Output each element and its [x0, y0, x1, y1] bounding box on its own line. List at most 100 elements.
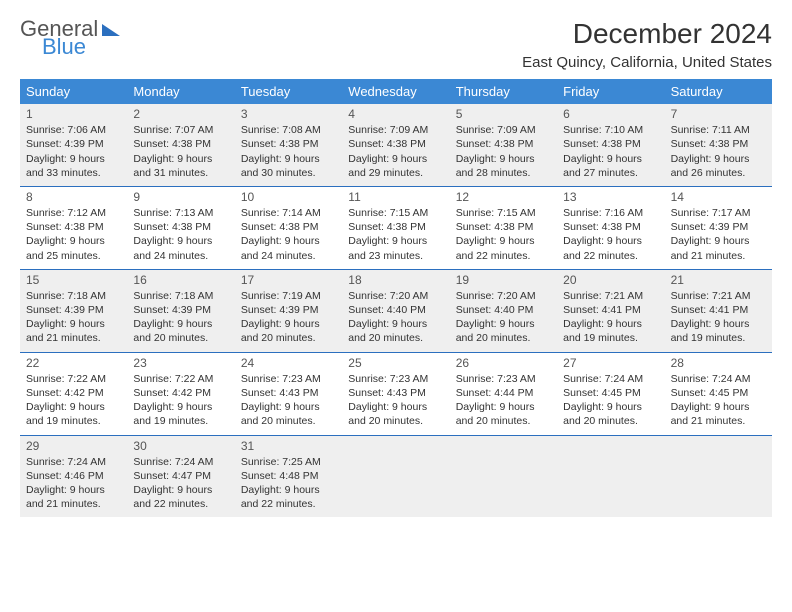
day-day2: and 28 minutes.	[456, 166, 551, 180]
day-sunrise: Sunrise: 7:19 AM	[241, 289, 336, 303]
day-number: 13	[563, 189, 658, 205]
day-number: 30	[133, 438, 228, 454]
brand-line2: Blue	[42, 36, 120, 58]
day-day1: Daylight: 9 hours	[563, 234, 658, 248]
day-sunrise: Sunrise: 7:09 AM	[456, 123, 551, 137]
day-day1: Daylight: 9 hours	[133, 234, 228, 248]
day-sunrise: Sunrise: 7:20 AM	[456, 289, 551, 303]
calendar-day-cell: 2Sunrise: 7:07 AMSunset: 4:38 PMDaylight…	[127, 104, 234, 186]
day-number: 11	[348, 189, 443, 205]
day-day1: Daylight: 9 hours	[456, 317, 551, 331]
calendar-week: 29Sunrise: 7:24 AMSunset: 4:46 PMDayligh…	[20, 436, 772, 518]
day-number: 19	[456, 272, 551, 288]
day-sunrise: Sunrise: 7:07 AM	[133, 123, 228, 137]
day-day1: Daylight: 9 hours	[456, 234, 551, 248]
day-day2: and 20 minutes.	[348, 331, 443, 345]
dayhead-wednesday: Wednesday	[342, 79, 449, 104]
day-day1: Daylight: 9 hours	[133, 483, 228, 497]
day-sunrise: Sunrise: 7:10 AM	[563, 123, 658, 137]
day-number: 26	[456, 355, 551, 371]
day-day1: Daylight: 9 hours	[241, 317, 336, 331]
day-number: 1	[26, 106, 121, 122]
day-sunset: Sunset: 4:48 PM	[241, 469, 336, 483]
dayhead-thursday: Thursday	[450, 79, 557, 104]
day-sunrise: Sunrise: 7:21 AM	[563, 289, 658, 303]
calendar-day-cell: 27Sunrise: 7:24 AMSunset: 4:45 PMDayligh…	[557, 353, 664, 435]
day-number: 8	[26, 189, 121, 205]
calendar-day-cell: 24Sunrise: 7:23 AMSunset: 4:43 PMDayligh…	[235, 353, 342, 435]
calendar-day-cell: 17Sunrise: 7:19 AMSunset: 4:39 PMDayligh…	[235, 270, 342, 352]
page-title: December 2024	[522, 18, 772, 50]
day-sunset: Sunset: 4:38 PM	[563, 137, 658, 151]
day-day2: and 19 minutes.	[133, 414, 228, 428]
day-sunrise: Sunrise: 7:24 AM	[563, 372, 658, 386]
calendar-day-cell: 25Sunrise: 7:23 AMSunset: 4:43 PMDayligh…	[342, 353, 449, 435]
day-day1: Daylight: 9 hours	[563, 400, 658, 414]
day-sunset: Sunset: 4:42 PM	[26, 386, 121, 400]
day-day1: Daylight: 9 hours	[671, 234, 766, 248]
day-sunrise: Sunrise: 7:20 AM	[348, 289, 443, 303]
day-sunset: Sunset: 4:38 PM	[456, 137, 551, 151]
day-day2: and 25 minutes.	[26, 249, 121, 263]
day-number: 27	[563, 355, 658, 371]
calendar-week: 15Sunrise: 7:18 AMSunset: 4:39 PMDayligh…	[20, 270, 772, 353]
day-sunset: Sunset: 4:38 PM	[26, 220, 121, 234]
day-sunset: Sunset: 4:38 PM	[348, 137, 443, 151]
dayhead-saturday: Saturday	[665, 79, 772, 104]
day-sunrise: Sunrise: 7:12 AM	[26, 206, 121, 220]
day-day1: Daylight: 9 hours	[348, 400, 443, 414]
calendar-day-cell: 29Sunrise: 7:24 AMSunset: 4:46 PMDayligh…	[20, 436, 127, 518]
day-sunrise: Sunrise: 7:24 AM	[133, 455, 228, 469]
calendar-day-cell: 14Sunrise: 7:17 AMSunset: 4:39 PMDayligh…	[665, 187, 772, 269]
day-sunset: Sunset: 4:47 PM	[133, 469, 228, 483]
day-sunset: Sunset: 4:46 PM	[26, 469, 121, 483]
day-day2: and 24 minutes.	[241, 249, 336, 263]
day-number: 25	[348, 355, 443, 371]
day-day1: Daylight: 9 hours	[26, 483, 121, 497]
day-sunrise: Sunrise: 7:22 AM	[133, 372, 228, 386]
day-day1: Daylight: 9 hours	[241, 152, 336, 166]
day-sunrise: Sunrise: 7:23 AM	[348, 372, 443, 386]
calendar-day-cell: 22Sunrise: 7:22 AMSunset: 4:42 PMDayligh…	[20, 353, 127, 435]
day-sunrise: Sunrise: 7:06 AM	[26, 123, 121, 137]
calendar-empty-cell	[450, 436, 557, 518]
day-sunrise: Sunrise: 7:08 AM	[241, 123, 336, 137]
day-number: 4	[348, 106, 443, 122]
calendar-day-cell: 13Sunrise: 7:16 AMSunset: 4:38 PMDayligh…	[557, 187, 664, 269]
day-day2: and 23 minutes.	[348, 249, 443, 263]
calendar-day-cell: 20Sunrise: 7:21 AMSunset: 4:41 PMDayligh…	[557, 270, 664, 352]
calendar-day-cell: 8Sunrise: 7:12 AMSunset: 4:38 PMDaylight…	[20, 187, 127, 269]
day-sunset: Sunset: 4:39 PM	[26, 137, 121, 151]
day-sunset: Sunset: 4:45 PM	[563, 386, 658, 400]
day-sunrise: Sunrise: 7:11 AM	[671, 123, 766, 137]
day-day2: and 22 minutes.	[456, 249, 551, 263]
calendar-day-cell: 28Sunrise: 7:24 AMSunset: 4:45 PMDayligh…	[665, 353, 772, 435]
day-day1: Daylight: 9 hours	[133, 400, 228, 414]
day-day2: and 21 minutes.	[671, 249, 766, 263]
day-sunset: Sunset: 4:38 PM	[133, 137, 228, 151]
day-day2: and 19 minutes.	[26, 414, 121, 428]
day-number: 29	[26, 438, 121, 454]
calendar-day-cell: 23Sunrise: 7:22 AMSunset: 4:42 PMDayligh…	[127, 353, 234, 435]
day-sunrise: Sunrise: 7:24 AM	[26, 455, 121, 469]
day-sunrise: Sunrise: 7:15 AM	[456, 206, 551, 220]
day-sunset: Sunset: 4:39 PM	[133, 303, 228, 317]
calendar-empty-cell	[342, 436, 449, 518]
day-sunrise: Sunrise: 7:13 AM	[133, 206, 228, 220]
day-sunrise: Sunrise: 7:18 AM	[26, 289, 121, 303]
day-sunset: Sunset: 4:39 PM	[671, 220, 766, 234]
day-number: 5	[456, 106, 551, 122]
day-sunrise: Sunrise: 7:18 AM	[133, 289, 228, 303]
day-sunset: Sunset: 4:41 PM	[671, 303, 766, 317]
calendar-day-header: Sunday Monday Tuesday Wednesday Thursday…	[20, 79, 772, 104]
day-number: 16	[133, 272, 228, 288]
day-day2: and 20 minutes.	[456, 331, 551, 345]
day-sunset: Sunset: 4:38 PM	[671, 137, 766, 151]
calendar-day-cell: 30Sunrise: 7:24 AMSunset: 4:47 PMDayligh…	[127, 436, 234, 518]
day-sunset: Sunset: 4:40 PM	[348, 303, 443, 317]
day-day1: Daylight: 9 hours	[348, 152, 443, 166]
calendar-day-cell: 19Sunrise: 7:20 AMSunset: 4:40 PMDayligh…	[450, 270, 557, 352]
day-sunrise: Sunrise: 7:22 AM	[26, 372, 121, 386]
day-day2: and 20 minutes.	[348, 414, 443, 428]
day-day1: Daylight: 9 hours	[241, 400, 336, 414]
